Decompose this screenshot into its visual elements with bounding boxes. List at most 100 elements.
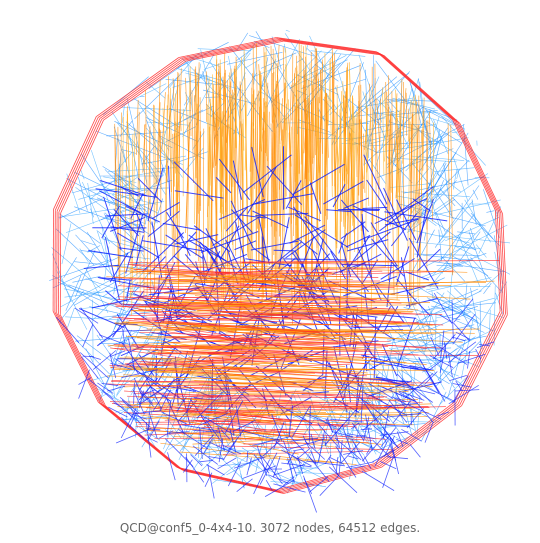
edge-blue-outer — [144, 155, 159, 181]
edge-blue-outer — [437, 346, 462, 381]
edge-orange-vertical — [447, 123, 451, 258]
edge-blue-outer — [81, 240, 96, 246]
edge-blue-outer — [121, 146, 133, 190]
edge-horizontal — [129, 381, 409, 388]
edge-blue-outer — [266, 38, 300, 108]
edge-blue-lower — [78, 377, 92, 385]
edge-orange-vertical — [384, 123, 387, 267]
edge-blue-star — [135, 235, 144, 267]
edge-orange-vertical — [172, 78, 177, 174]
edge-blue-outer — [397, 203, 486, 227]
edge-blue-lower — [193, 430, 221, 433]
edge-blue-outer — [423, 232, 427, 241]
edge-red-rim — [279, 465, 379, 493]
edge-blue-lower — [382, 455, 395, 488]
edge-blue-star — [174, 190, 224, 199]
edge-orange-vertical — [363, 113, 368, 180]
edge-blue-lower — [364, 456, 372, 469]
edge-blue-lower — [435, 343, 468, 365]
edge-blue-lower — [348, 455, 359, 460]
edge-blue-lower — [406, 407, 424, 429]
edge-blue-lower — [453, 298, 474, 323]
edge-blue-lower — [478, 344, 490, 347]
edge-blue-outer — [396, 133, 450, 175]
edge-blue-lower — [200, 413, 228, 426]
edge-orange-vertical — [312, 78, 315, 132]
edge-blue-star — [110, 216, 146, 232]
edge-blue-outer — [253, 61, 256, 85]
edge-horizontal — [144, 287, 243, 291]
edge-blue-lower — [288, 438, 325, 450]
edge-orange-vertical — [319, 59, 323, 143]
edge-blue-star — [199, 241, 219, 265]
edge-blue-outer — [67, 308, 75, 328]
edge-horizontal — [217, 327, 437, 335]
edge-blue-lower — [457, 353, 486, 364]
edge-blue-outer — [78, 177, 88, 211]
edge-blue-star — [387, 186, 434, 222]
edge-blue-outer — [78, 184, 131, 200]
edge-blue-star — [323, 180, 364, 205]
edge-horizontal — [199, 270, 383, 276]
edge-horizontal — [207, 352, 365, 365]
edge-blue-lower — [101, 383, 119, 387]
edge-blue-outer — [421, 253, 487, 278]
edge-blue-outer — [59, 198, 103, 219]
edge-blue-outer — [425, 132, 469, 201]
graph-caption: QCD@conf5_0-4x4-10. 3072 nodes, 64512 ed… — [119, 521, 421, 535]
edge-blue-lower — [166, 400, 172, 437]
edge-orange-vertical — [355, 118, 358, 178]
edge-orange-vertical — [166, 98, 172, 183]
edge-blue-lower — [325, 424, 344, 445]
edge-blue-outer — [433, 119, 449, 155]
edge-red-rim — [380, 53, 457, 122]
edge-blue-lower — [97, 382, 114, 394]
edge-blue-outer — [452, 197, 500, 247]
edge-blue-outer — [425, 107, 444, 144]
edge-blue-lower — [167, 452, 176, 481]
edge-blue-star — [266, 165, 303, 206]
edge-blue-outer — [318, 401, 365, 456]
edge-blue-lower — [121, 399, 151, 428]
edge-orange-vertical — [175, 121, 180, 299]
edge-blue-lower — [208, 456, 225, 460]
edge-blue-lower — [199, 460, 213, 463]
edge-blue-star — [105, 290, 123, 306]
edge-red-rim — [182, 469, 282, 493]
edge-blue-star — [289, 224, 326, 244]
edge-blue-lower — [122, 328, 125, 343]
edge-horizontal — [114, 338, 244, 347]
edge-blue-outer — [119, 170, 166, 178]
edge-orange-vertical — [208, 98, 211, 239]
edge-blue-outer — [365, 112, 383, 145]
edge-red-rim — [378, 52, 455, 121]
edge-blue-star — [147, 210, 180, 237]
edge-blue-lower — [291, 406, 310, 438]
edge-blue-lower — [309, 476, 329, 493]
edge-blue-star — [101, 205, 120, 239]
edge-blue-outer — [245, 59, 261, 69]
edge-blue-outer — [182, 438, 209, 442]
edge-blue-lower — [205, 420, 223, 443]
edge-blue-outer — [265, 468, 303, 486]
edge-blue-lower — [360, 384, 364, 424]
edge-blue-outer — [478, 272, 501, 292]
edge-orange-vertical — [332, 53, 335, 135]
edge-blue-lower — [256, 445, 268, 477]
edge-blue-star — [252, 247, 271, 261]
edge-horizontal — [132, 285, 284, 289]
edge-orange-vertical — [337, 103, 341, 210]
edge-blue-outer — [164, 429, 204, 466]
edge-red-rim — [99, 58, 183, 119]
edge-horizontal — [202, 260, 406, 265]
edge-orange-vertical — [363, 133, 366, 193]
edge-blue-star — [304, 253, 331, 280]
edge-blue-lower — [409, 443, 421, 458]
edge-orange-vertical — [122, 116, 124, 199]
edge-blue-outer — [198, 434, 200, 458]
edge-orange-vertical — [352, 105, 355, 195]
edge-blue-star — [338, 233, 348, 254]
edge-horizontal — [150, 350, 363, 354]
edge-blue-lower — [447, 341, 477, 364]
edge-blue-lower — [107, 385, 126, 392]
